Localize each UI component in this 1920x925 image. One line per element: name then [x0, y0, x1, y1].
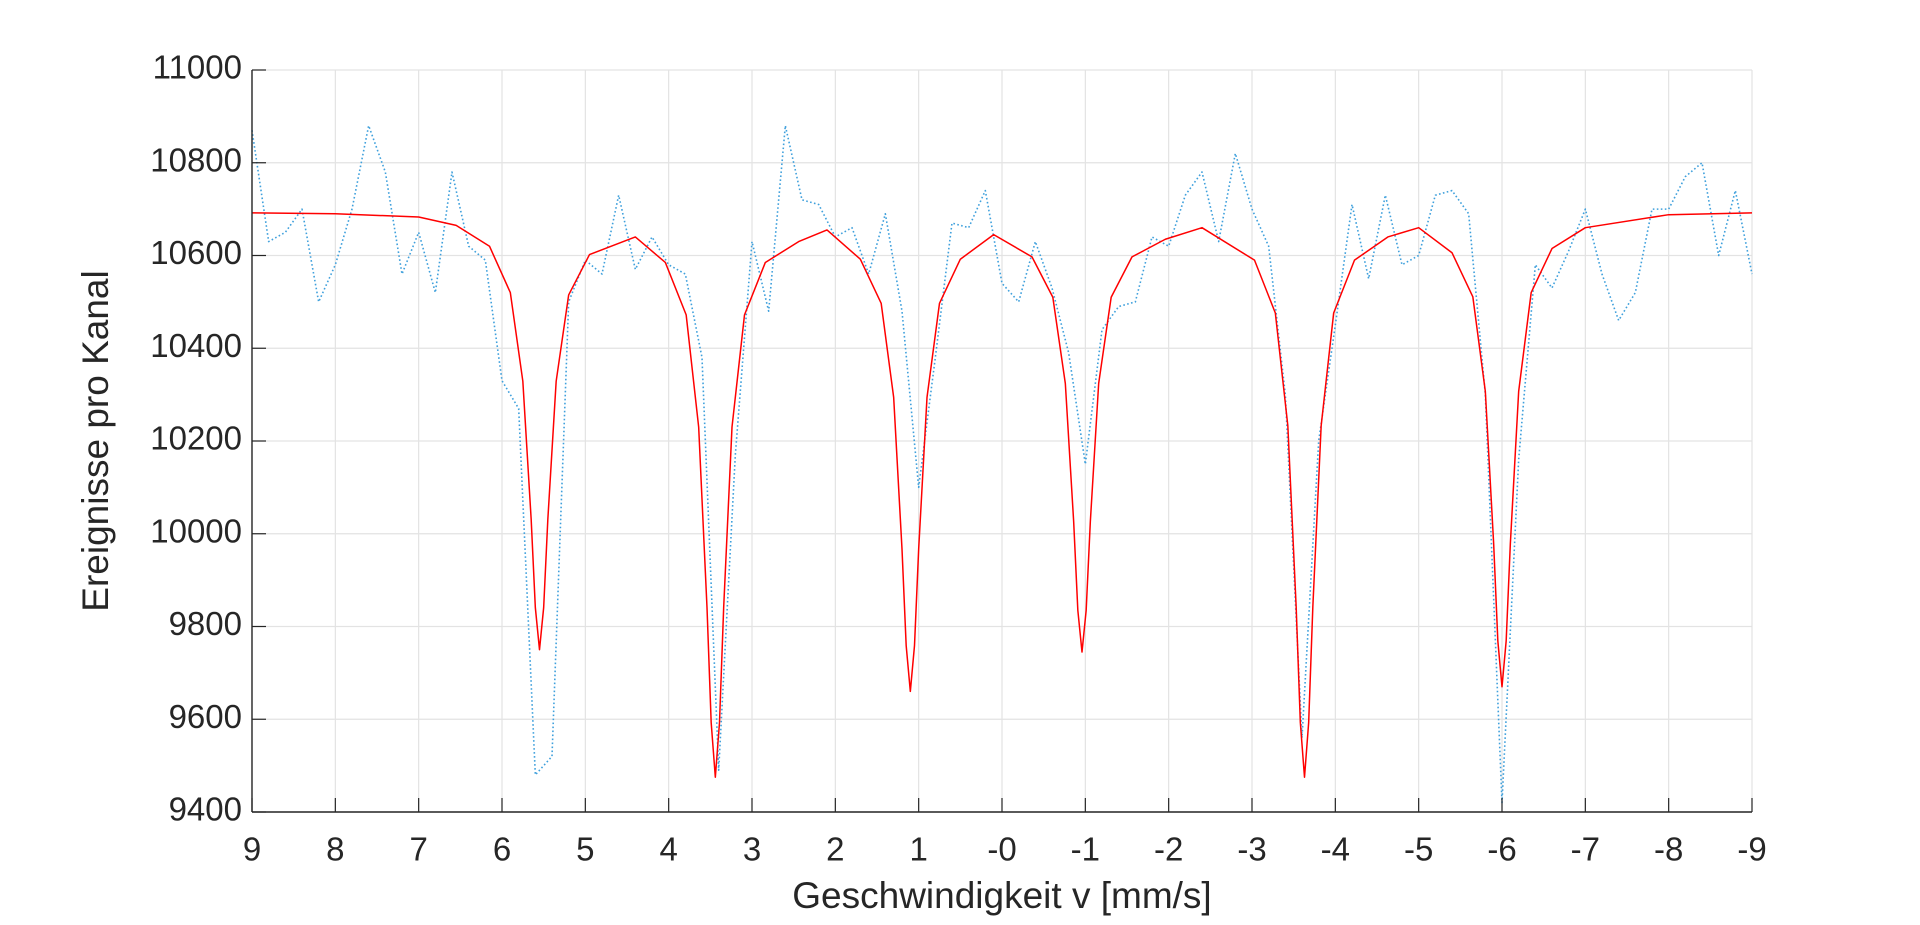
x-tick-label: 1	[909, 831, 927, 868]
x-tick-label: 2	[826, 831, 844, 868]
x-tick-label: 8	[326, 831, 344, 868]
x-tick-label: 4	[659, 831, 677, 868]
y-tick-label: 10400	[150, 327, 242, 364]
x-tick-label: 5	[576, 831, 594, 868]
x-tick-label: 7	[409, 831, 427, 868]
x-tick-label: 6	[493, 831, 511, 868]
x-tick-label: -6	[1487, 831, 1516, 868]
y-tick-label: 10000	[150, 512, 242, 549]
x-tick-label: 3	[743, 831, 761, 868]
x-axis-title: Geschwindigkeit v [mm/s]	[792, 875, 1211, 916]
y-tick-label: 9800	[169, 605, 242, 642]
x-tick-label: -7	[1571, 831, 1600, 868]
x-tick-label: -4	[1321, 831, 1350, 868]
x-tick-label: -0	[987, 831, 1016, 868]
grid	[251, 69, 1753, 813]
x-tick-label: -8	[1654, 831, 1683, 868]
x-tick-label: -1	[1071, 831, 1100, 868]
y-tick-label: 11000	[153, 49, 242, 86]
y-tick-label: 9600	[169, 698, 242, 735]
y-tick-label: 10200	[150, 420, 242, 457]
x-tick-label: 9	[243, 831, 261, 868]
y-tick-label: 9400	[169, 791, 242, 828]
y-axis-title: Ereignisse pro Kanal	[75, 270, 116, 611]
x-tick-label: -2	[1154, 831, 1183, 868]
x-tick-label: -3	[1237, 831, 1266, 868]
y-tick-label: 10800	[150, 141, 242, 178]
x-tick-label: -5	[1404, 831, 1433, 868]
y-tick-label: 10600	[150, 234, 242, 271]
x-tick-label: -9	[1737, 831, 1766, 868]
series-line	[251, 212, 1753, 778]
axes: 9400 9600 9800 10000 10200 10400 10600 10800 110…	[150, 49, 1766, 868]
